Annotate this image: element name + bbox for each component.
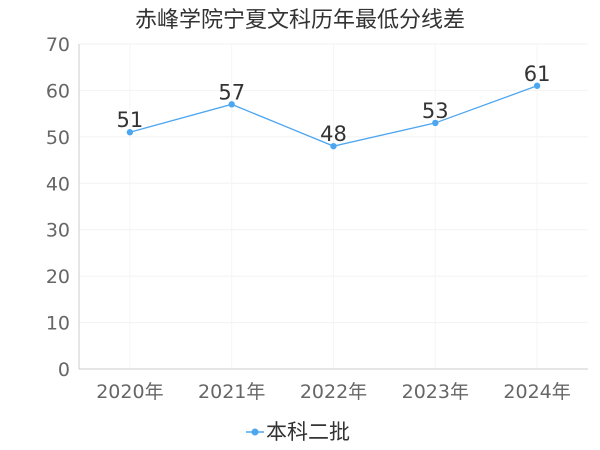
y-tick-label: 70 (46, 34, 70, 56)
x-tick-label: 2021年 (198, 381, 265, 403)
data-point[interactable] (432, 119, 439, 127)
data-label: 61 (524, 62, 551, 86)
data-point[interactable] (533, 82, 541, 89)
x-tick-label: 2023年 (402, 381, 469, 403)
x-tick-label: 2024年 (503, 381, 570, 403)
y-tick-label: 30 (46, 220, 70, 242)
series (126, 82, 541, 150)
data-label: 48 (320, 122, 347, 146)
x-tick-label: 2022年 (300, 381, 367, 403)
data-point[interactable] (330, 142, 337, 150)
y-tick-label: 60 (46, 80, 70, 102)
x-axis-ticks: 2020年 2021年 2022年 2023年 2024年 (96, 381, 571, 403)
data-label: 51 (117, 108, 144, 132)
legend[interactable]: 本科二批 (246, 420, 350, 444)
y-tick-label: 20 (46, 266, 70, 288)
data-label: 53 (422, 99, 449, 123)
chart-title: 赤峰学院宁夏文科历年最低分线差 (135, 8, 465, 33)
y-tick-label: 0 (58, 359, 70, 381)
data-point[interactable] (126, 129, 134, 136)
data-point[interactable] (228, 101, 235, 108)
data-label: 57 (218, 80, 245, 104)
data-labels: 51 57 48 53 61 (117, 62, 551, 146)
legend-label: 本科二批 (266, 420, 350, 444)
y-axis-ticks: 0 10 20 30 40 50 60 70 (46, 34, 70, 381)
y-tick-label: 50 (46, 127, 70, 149)
legend-marker (251, 428, 259, 436)
y-tick-label: 40 (46, 173, 70, 195)
x-tick-label: 2020年 (96, 381, 163, 403)
axes (78, 44, 588, 370)
grid-lines (79, 43, 588, 369)
y-tick-label: 10 (46, 313, 70, 335)
